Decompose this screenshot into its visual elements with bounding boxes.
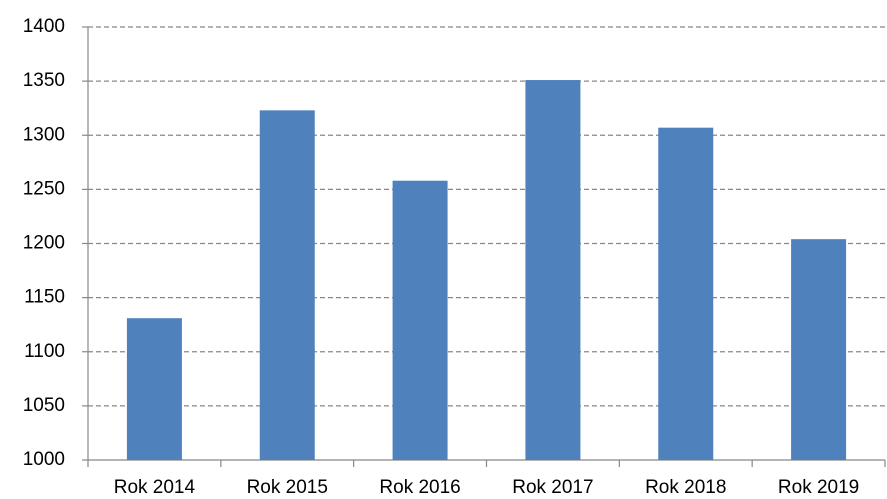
x-tick-label: Rok 2015 xyxy=(247,477,328,498)
bar xyxy=(392,180,448,460)
y-tick-label: 1150 xyxy=(24,287,65,308)
y-tick-label: 1400 xyxy=(23,16,65,37)
bar xyxy=(126,318,182,460)
y-tick-label: 1350 xyxy=(23,70,65,91)
bar xyxy=(658,127,714,461)
y-tick-label: 1100 xyxy=(24,341,65,362)
y-tick-label: 1300 xyxy=(23,124,65,145)
x-tick-label: Rok 2014 xyxy=(114,477,196,498)
x-tick-label: Rok 2016 xyxy=(379,477,460,498)
x-tick-label: Rok 2019 xyxy=(778,477,859,498)
y-tick-label: 1200 xyxy=(23,233,65,254)
bar xyxy=(525,80,581,460)
x-tick-label: Rok 2018 xyxy=(645,477,726,498)
bar xyxy=(791,239,847,460)
x-tick-label: Rok 2017 xyxy=(512,477,593,498)
y-tick-label: 1250 xyxy=(23,178,65,199)
y-tick-label: 1050 xyxy=(23,395,65,416)
bar xyxy=(259,110,315,460)
y-tick-label: 1000 xyxy=(23,449,65,470)
